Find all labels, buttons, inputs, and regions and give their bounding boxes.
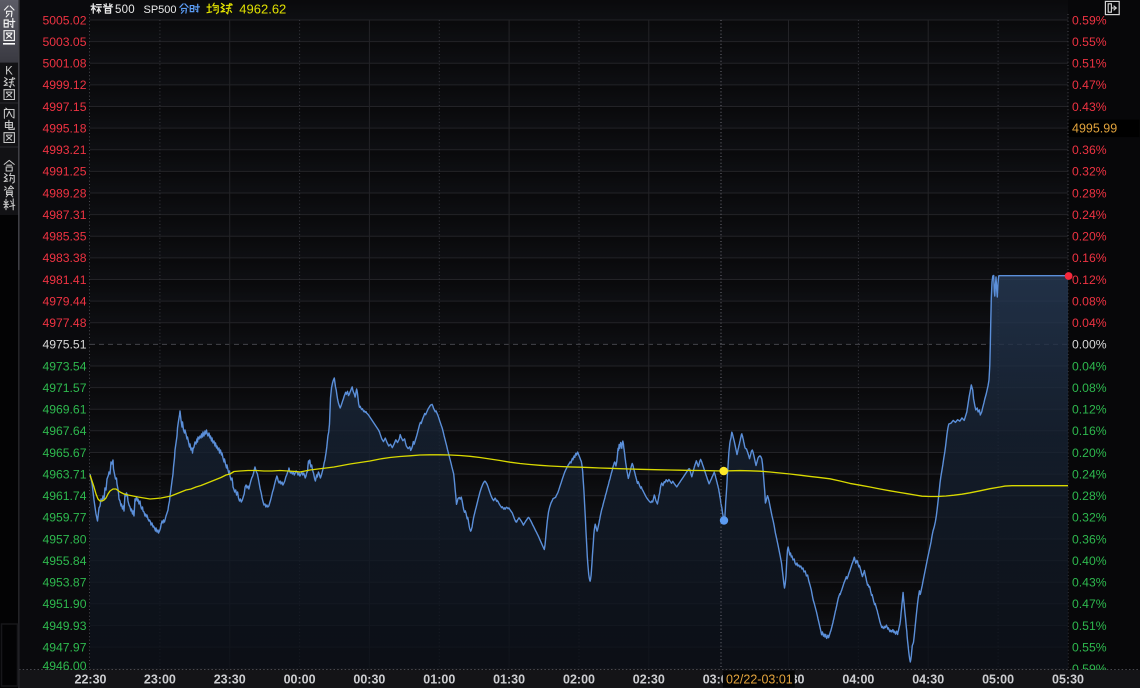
svg-text:0.47%: 0.47% bbox=[1072, 597, 1107, 611]
svg-text:0.43%: 0.43% bbox=[1072, 576, 1107, 590]
svg-text:0.12%: 0.12% bbox=[1072, 403, 1107, 417]
svg-text:4999.12: 4999.12 bbox=[42, 78, 86, 92]
svg-text:04:30: 04:30 bbox=[912, 673, 944, 687]
svg-text:01:00: 01:00 bbox=[423, 673, 455, 687]
svg-text:4953.87: 4953.87 bbox=[42, 576, 86, 590]
svg-text:4951.90: 4951.90 bbox=[42, 597, 86, 611]
svg-text:4959.77: 4959.77 bbox=[42, 511, 86, 525]
svg-text:4997.15: 4997.15 bbox=[42, 100, 86, 114]
svg-text:4973.54: 4973.54 bbox=[42, 359, 86, 373]
svg-text:0.20%: 0.20% bbox=[1072, 230, 1107, 244]
svg-text:5003.05: 5003.05 bbox=[42, 35, 86, 49]
svg-text:0.00%: 0.00% bbox=[1072, 338, 1107, 352]
svg-text:4965.67: 4965.67 bbox=[42, 446, 86, 460]
svg-text:0.51%: 0.51% bbox=[1072, 619, 1107, 633]
svg-text:4961.74: 4961.74 bbox=[42, 489, 86, 503]
svg-text:0.36%: 0.36% bbox=[1072, 532, 1107, 546]
svg-text:4991.25: 4991.25 bbox=[42, 165, 86, 179]
svg-text:4975.51: 4975.51 bbox=[42, 338, 86, 352]
svg-text:K: K bbox=[5, 66, 13, 78]
svg-text:4955.84: 4955.84 bbox=[42, 554, 86, 568]
svg-text:4963.71: 4963.71 bbox=[42, 467, 86, 481]
svg-text:4981.41: 4981.41 bbox=[42, 273, 86, 287]
svg-text:4977.48: 4977.48 bbox=[42, 316, 86, 330]
svg-text:4983.38: 4983.38 bbox=[42, 251, 86, 265]
svg-text:23:00: 23:00 bbox=[144, 673, 176, 687]
svg-text:0.43%: 0.43% bbox=[1072, 100, 1107, 114]
svg-text:00:00: 00:00 bbox=[284, 673, 316, 687]
svg-text:0.28%: 0.28% bbox=[1072, 489, 1107, 503]
svg-text:4957.80: 4957.80 bbox=[42, 532, 86, 546]
svg-text:0.55%: 0.55% bbox=[1072, 35, 1107, 49]
svg-text:4979.44: 4979.44 bbox=[42, 294, 86, 308]
svg-text:4995.99: 4995.99 bbox=[1072, 122, 1117, 136]
svg-text:04:00: 04:00 bbox=[842, 673, 874, 687]
svg-text:SP500: SP500 bbox=[144, 4, 177, 16]
svg-text:0.59%: 0.59% bbox=[1072, 13, 1107, 27]
svg-text:00:30: 00:30 bbox=[353, 673, 385, 687]
svg-text:4989.28: 4989.28 bbox=[42, 186, 86, 200]
svg-text:0.16%: 0.16% bbox=[1072, 424, 1107, 438]
svg-text:4946.00: 4946.00 bbox=[42, 659, 86, 673]
svg-text:0.28%: 0.28% bbox=[1072, 186, 1107, 200]
svg-text:0.08%: 0.08% bbox=[1072, 381, 1107, 395]
svg-text:0.47%: 0.47% bbox=[1072, 78, 1107, 92]
svg-text:0.32%: 0.32% bbox=[1072, 511, 1107, 525]
svg-text:4969.61: 4969.61 bbox=[42, 403, 86, 417]
svg-text:22:30: 22:30 bbox=[75, 673, 107, 687]
svg-text:0.24%: 0.24% bbox=[1072, 467, 1107, 481]
svg-text:4971.57: 4971.57 bbox=[42, 381, 86, 395]
svg-text:4987.31: 4987.31 bbox=[42, 208, 86, 222]
svg-text:5005.02: 5005.02 bbox=[42, 13, 86, 27]
svg-text:5001.08: 5001.08 bbox=[42, 57, 86, 71]
svg-text:500: 500 bbox=[115, 4, 135, 16]
svg-text:4985.35: 4985.35 bbox=[42, 230, 86, 244]
svg-text:0.32%: 0.32% bbox=[1072, 165, 1107, 179]
svg-text:0.08%: 0.08% bbox=[1072, 294, 1107, 308]
svg-text:02/22-03:01: 02/22-03:01 bbox=[726, 673, 793, 687]
svg-text:01:30: 01:30 bbox=[493, 673, 525, 687]
svg-text:0.04%: 0.04% bbox=[1072, 316, 1107, 330]
svg-text:4967.64: 4967.64 bbox=[42, 424, 86, 438]
svg-text:0.40%: 0.40% bbox=[1072, 554, 1107, 568]
svg-text:02:30: 02:30 bbox=[633, 673, 665, 687]
svg-text:05:00: 05:00 bbox=[982, 673, 1014, 687]
svg-text:0.12%: 0.12% bbox=[1072, 273, 1107, 287]
svg-text:4947.97: 4947.97 bbox=[42, 640, 86, 654]
svg-text:05:30: 05:30 bbox=[1052, 673, 1084, 687]
svg-text:0.04%: 0.04% bbox=[1072, 359, 1107, 373]
svg-text:0.24%: 0.24% bbox=[1072, 208, 1107, 222]
svg-text:0.20%: 0.20% bbox=[1072, 446, 1107, 460]
svg-text:4993.21: 4993.21 bbox=[42, 143, 86, 157]
svg-text:4995.18: 4995.18 bbox=[42, 121, 86, 135]
svg-text:0.36%: 0.36% bbox=[1072, 143, 1107, 157]
svg-text:23:30: 23:30 bbox=[214, 673, 246, 687]
svg-text:02:00: 02:00 bbox=[563, 673, 595, 687]
svg-text:4949.93: 4949.93 bbox=[42, 619, 86, 633]
svg-text:0.55%: 0.55% bbox=[1072, 640, 1107, 654]
svg-text:0.51%: 0.51% bbox=[1072, 57, 1107, 71]
svg-text:4962.62: 4962.62 bbox=[239, 1, 286, 16]
svg-text:0.16%: 0.16% bbox=[1072, 251, 1107, 265]
